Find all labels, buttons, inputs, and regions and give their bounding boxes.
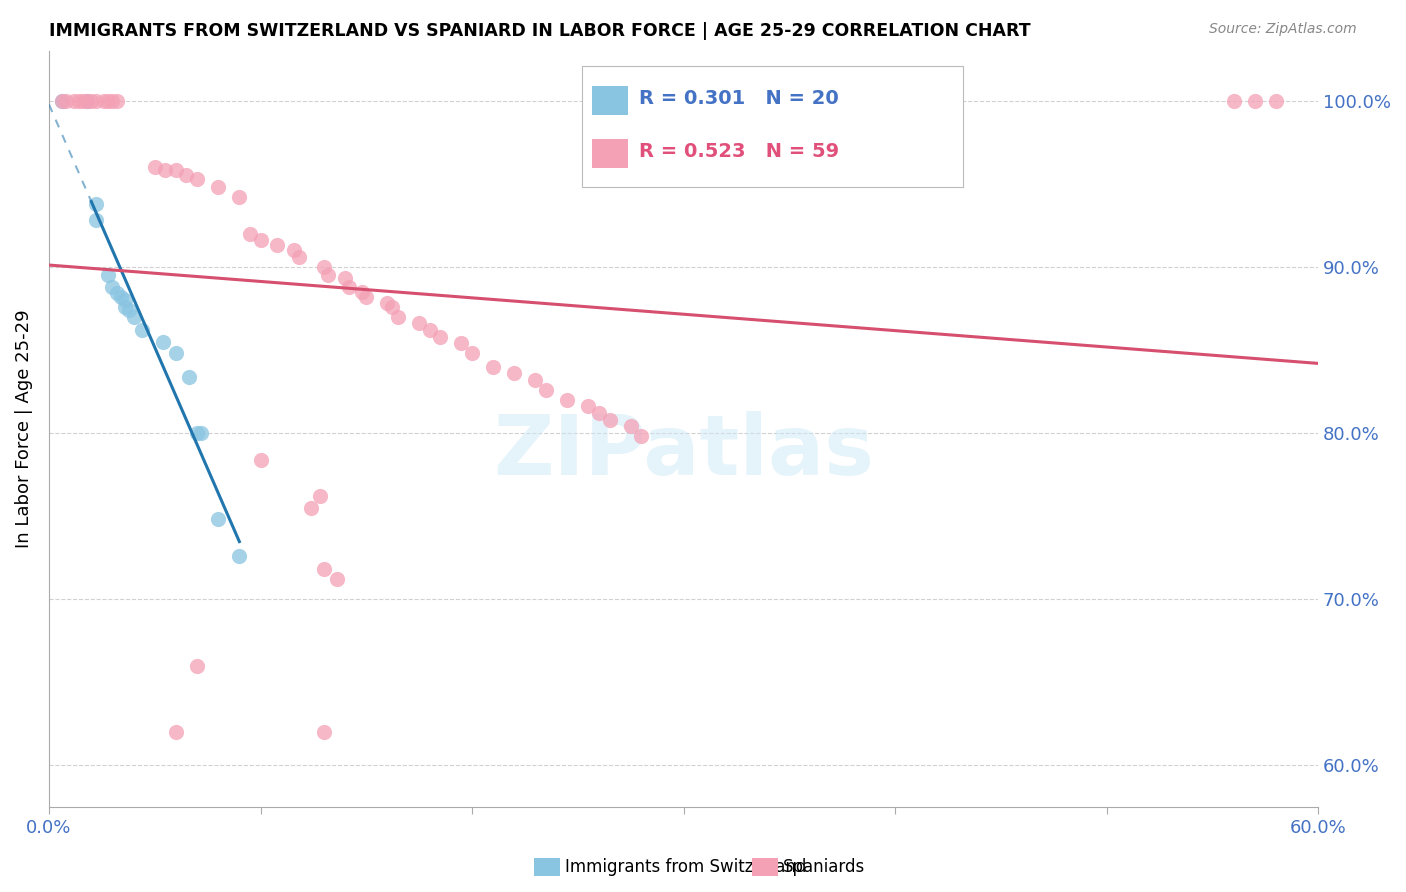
Point [1264,94,1286,108]
Point [377,296,399,310]
Point [122,310,145,324]
Point [76,94,98,108]
Point [337,279,360,293]
Point [239,227,262,241]
Point [387,310,409,324]
Point [287,250,309,264]
Point [228,190,250,204]
Point [110,290,132,304]
Point [51,94,73,108]
Text: R = 0.523   N = 59: R = 0.523 N = 59 [640,142,839,161]
Point [630,429,652,443]
Bar [592,87,627,115]
Point [55,94,77,108]
Point [186,171,208,186]
Point [312,260,335,274]
Point [51,94,73,108]
Point [312,562,335,576]
Point [207,512,229,526]
Bar [592,139,627,168]
Text: R = 0.301   N = 20: R = 0.301 N = 20 [640,89,839,108]
Point [228,549,250,563]
Point [93,94,115,108]
Point [143,160,166,174]
Point [419,323,441,337]
Point [177,369,200,384]
Point [84,213,107,227]
Point [165,163,187,178]
Text: ZIPatlas: ZIPatlas [494,411,875,492]
Point [350,285,373,299]
Point [114,300,136,314]
Point [555,392,578,407]
Point [97,268,120,282]
Point [461,346,484,360]
Point [576,400,599,414]
Point [1243,94,1265,108]
Point [620,419,643,434]
Point [97,94,120,108]
Point [80,94,103,108]
Point [155,163,177,178]
Point [503,366,526,380]
Point [524,373,547,387]
Point [186,425,208,440]
Point [131,323,153,337]
Point [207,180,229,194]
Point [165,346,187,360]
Point [599,413,621,427]
Point [190,425,212,440]
Point [105,94,128,108]
Point [325,572,347,586]
Point [118,303,141,318]
Point [312,725,335,739]
Point [356,290,378,304]
Point [429,329,451,343]
Point [308,489,330,503]
Point [333,271,356,285]
Point [152,334,174,349]
Point [534,383,557,397]
Point [84,94,107,108]
Point [101,94,124,108]
Point [299,500,322,515]
Text: Immigrants from Switzerland: Immigrants from Switzerland [565,858,807,876]
Point [588,406,610,420]
Point [63,94,86,108]
Point [176,169,198,183]
Point [165,725,187,739]
Point [450,336,472,351]
Point [72,94,94,108]
Point [482,359,505,374]
Point [1222,94,1244,108]
Text: IMMIGRANTS FROM SWITZERLAND VS SPANIARD IN LABOR FORCE | AGE 25-29 CORRELATION C: IMMIGRANTS FROM SWITZERLAND VS SPANIARD … [49,22,1031,40]
Point [105,286,128,301]
Point [266,238,288,252]
Point [67,94,90,108]
Point [408,316,430,330]
Point [114,293,136,307]
Point [381,300,404,314]
Text: Source: ZipAtlas.com: Source: ZipAtlas.com [1209,22,1357,37]
Y-axis label: In Labor Force | Age 25-29: In Labor Force | Age 25-29 [15,310,32,549]
Point [249,233,271,247]
FancyBboxPatch shape [582,66,963,186]
Point [101,279,124,293]
Point [76,94,98,108]
Point [84,196,107,211]
Point [316,268,339,282]
Point [283,243,305,257]
Text: Spaniards: Spaniards [783,858,865,876]
Point [186,658,208,673]
Point [249,452,271,467]
